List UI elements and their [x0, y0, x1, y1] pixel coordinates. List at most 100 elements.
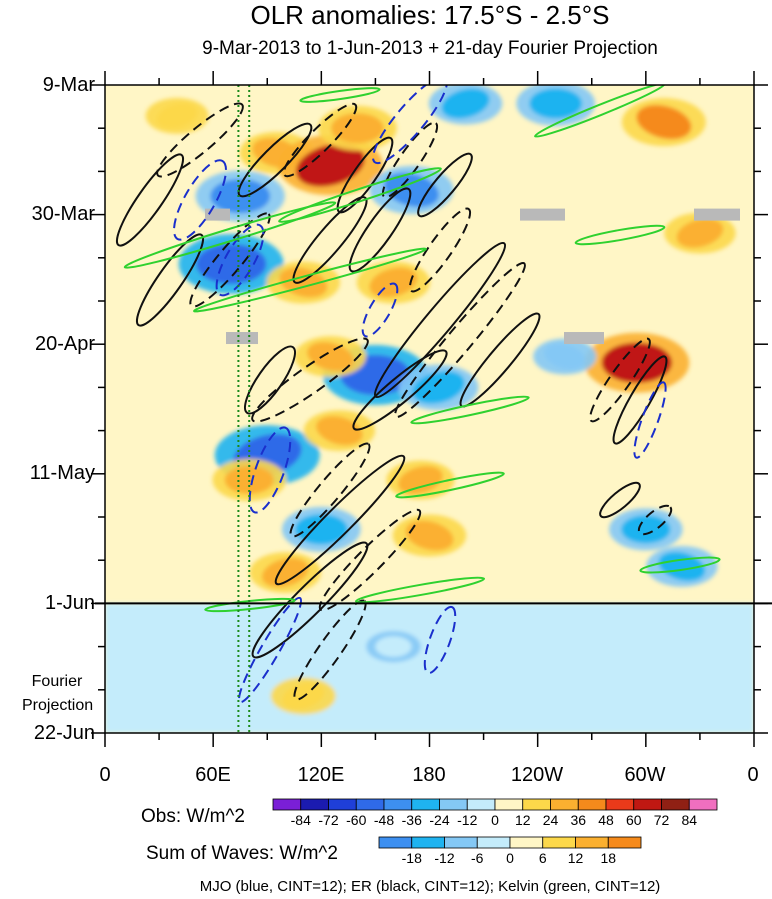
- kelvin-contour: [299, 87, 381, 103]
- er-contour: [637, 504, 673, 536]
- er-contour: [282, 102, 358, 178]
- mjo-contour: [173, 159, 227, 241]
- colorbar-label: -12: [434, 850, 455, 866]
- colorbar-label: 36: [570, 812, 587, 828]
- colorbar-label: -12: [457, 812, 478, 828]
- x-tick-label: 60E: [195, 764, 231, 786]
- colorbar-label: 0: [491, 812, 499, 828]
- colorbar-label: -24: [429, 812, 450, 828]
- colorbar-label: 12: [514, 812, 531, 828]
- colorbar-swatch: [444, 836, 478, 849]
- plot-frame: [91, 71, 772, 747]
- obs-colorbar: [272, 798, 718, 811]
- er-contour: [189, 212, 271, 308]
- er-contour: [251, 337, 369, 423]
- er-contour: [289, 442, 371, 538]
- anomaly-blob: [601, 342, 672, 383]
- er-contour: [348, 187, 412, 273]
- colorbar-label: 72: [653, 812, 670, 828]
- colorbar-label: 0: [506, 850, 514, 866]
- colorbar-swatch: [494, 798, 524, 811]
- colorbar-label: 48: [598, 812, 614, 828]
- anomaly-blob: [307, 342, 354, 372]
- colorbar-swatch: [522, 798, 551, 811]
- er-contour: [237, 122, 313, 198]
- colorbar-label: 6: [538, 850, 547, 866]
- colorbar-label: 84: [681, 812, 698, 828]
- colorbar-swatch: [633, 798, 662, 811]
- kelvin-contour: [354, 576, 486, 604]
- er-contour: [589, 337, 651, 423]
- x-tick-label: 0: [99, 764, 111, 786]
- anomaly-blob: [441, 88, 490, 119]
- y-tick-label: 20-Apr: [34, 333, 95, 355]
- missing-data-bar: [694, 208, 740, 221]
- x-tick-label: 120W: [510, 764, 564, 786]
- anomaly-blob: [636, 104, 692, 140]
- er-contour: [135, 233, 205, 327]
- chart-title: OLR anomalies: 17.5°S - 2.5°S: [250, 0, 610, 30]
- kelvin-contour: [193, 247, 427, 313]
- er-contour: [244, 345, 296, 415]
- x-tick-label: 180: [412, 764, 446, 786]
- y-tick-label: 1-Jun: [44, 592, 95, 614]
- anomaly-blob: [295, 514, 348, 545]
- kelvin-contour: [278, 167, 442, 223]
- colorbar-swatch: [328, 798, 357, 811]
- kelvin-contour: [574, 224, 666, 246]
- anomaly-blob: [529, 88, 582, 119]
- anomaly-blob: [405, 520, 454, 551]
- anomaly-blob: [331, 113, 384, 144]
- colorbar-swatch: [607, 836, 642, 849]
- waves-colorbar: [378, 836, 642, 849]
- mjo-contour: [423, 605, 457, 675]
- colorbar-swatch: [272, 798, 302, 811]
- anomaly-blob: [262, 558, 309, 588]
- colorbar-label: 18: [600, 850, 617, 866]
- colorbar-swatch: [661, 798, 690, 811]
- anomaly-blob: [375, 636, 412, 657]
- colorbar-label: -84: [290, 812, 311, 828]
- er-contour: [251, 541, 369, 659]
- colorbar-swatch: [300, 798, 329, 811]
- colorbar-label: -60: [346, 812, 367, 828]
- er-contour: [417, 152, 473, 218]
- er-contour: [381, 121, 439, 199]
- wave-legend-footer: MJO (blue, CINT=12); ER (black, CINT=12)…: [199, 878, 661, 895]
- er-contour: [156, 102, 244, 178]
- y-tick-label: 11-May: [29, 462, 95, 484]
- missing-data-bar: [520, 208, 565, 221]
- anomaly-blob: [544, 343, 586, 370]
- waves-colorbar-title: Sum of Waves: W/m^2: [146, 843, 338, 864]
- colorbar-swatch: [688, 798, 718, 811]
- colorbar-swatch: [605, 798, 635, 811]
- anomaly-blob: [384, 172, 439, 207]
- colorbar-swatch: [466, 798, 496, 811]
- mjo-contour: [238, 596, 302, 704]
- chart-subtitle: 9-Mar-2013 to 1-Jun-2013 + 21-day Fourie…: [202, 38, 658, 59]
- colorbar-swatch: [439, 798, 468, 811]
- anomaly-blob: [296, 143, 365, 187]
- missing-data-bar: [564, 332, 604, 345]
- colorbar-label: -18: [401, 850, 422, 866]
- y-tick-label: 30-Mar: [31, 203, 95, 225]
- colorbar-swatch: [355, 798, 385, 811]
- colorbar-label: -6: [471, 850, 484, 866]
- anomaly-blob: [398, 466, 443, 494]
- mjo-contour: [248, 426, 292, 514]
- colorbar-label: -72: [318, 812, 339, 828]
- y-tick-label: 9-Mar: [42, 74, 95, 96]
- colorbar-label: 60: [625, 812, 642, 828]
- colorbar-swatch: [509, 836, 544, 849]
- colorbar-label: -48: [373, 812, 395, 828]
- colorbar-label: 12: [567, 850, 584, 866]
- anomaly-blob: [316, 416, 363, 446]
- er-contour: [612, 355, 668, 445]
- er-contour: [352, 349, 448, 431]
- colorbar-label: 24: [542, 812, 559, 828]
- kelvin-contour: [123, 201, 337, 269]
- er-contour: [115, 153, 185, 247]
- obs-colorbar-title: Obs: W/m^2: [141, 806, 245, 827]
